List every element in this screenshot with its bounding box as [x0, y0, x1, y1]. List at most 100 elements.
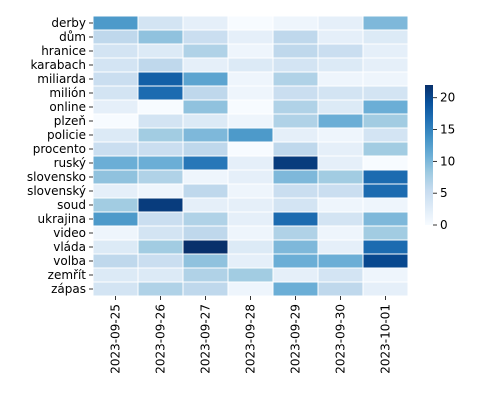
heatmap-cell	[362, 197, 409, 213]
row-label: online	[49, 100, 86, 114]
heatmap-cell	[92, 197, 139, 213]
heatmap-cell	[227, 253, 274, 269]
heatmap-cell	[92, 71, 139, 87]
colorbar-tick-label: 15	[440, 123, 455, 137]
heatmap-cell	[362, 281, 409, 297]
column-label: 2023-09-26	[154, 304, 168, 374]
row-label: zemřít	[48, 268, 87, 282]
heatmap-cell	[227, 183, 274, 199]
heatmap-cell	[182, 239, 229, 255]
heatmap-cell	[362, 127, 409, 143]
heatmap-cell	[362, 29, 409, 45]
heatmap-cell	[317, 57, 364, 73]
heatmap-cell	[137, 127, 184, 143]
colorbar-tick-label: 0	[440, 218, 448, 232]
heatmap-cell	[272, 267, 319, 283]
heatmap-cell	[362, 169, 409, 185]
row-label: karabach	[30, 58, 86, 72]
heatmap-cell	[182, 113, 229, 129]
column-label: 2023-09-25	[109, 304, 123, 374]
heatmap-cell	[272, 197, 319, 213]
heatmap-cell	[227, 197, 274, 213]
heatmap-cell	[272, 281, 319, 297]
heatmap-cell	[272, 43, 319, 59]
row-label: volba	[53, 254, 86, 268]
row-label: ukrajina	[38, 212, 86, 226]
heatmap-cell	[227, 85, 274, 101]
heatmap-cell	[362, 183, 409, 199]
heatmap-cell	[317, 169, 364, 185]
row-label: slovenský	[27, 184, 86, 198]
heatmap-cell	[137, 113, 184, 129]
row-label: procento	[33, 142, 86, 156]
heatmap-cell	[317, 197, 364, 213]
heatmap-cell	[92, 15, 139, 31]
heatmap-cell	[362, 267, 409, 283]
row-label: zápas	[51, 282, 86, 296]
colorbar: 0 5 10 15 20	[425, 85, 455, 232]
heatmap-cell	[227, 281, 274, 297]
column-label: 2023-09-28	[244, 304, 258, 374]
row-labels: derbydůmhranicekarabachmiliardamiliónonl…	[27, 16, 93, 296]
heatmap-cell	[317, 141, 364, 157]
heatmap-cell	[362, 15, 409, 31]
heatmap-cell	[272, 127, 319, 143]
heatmap-cell	[137, 211, 184, 227]
heatmap-cell	[182, 29, 229, 45]
heatmap-cell	[272, 183, 319, 199]
heatmap-cell	[182, 183, 229, 199]
heatmap-cell	[272, 253, 319, 269]
heatmap-cell	[182, 197, 229, 213]
heatmap-cell	[92, 211, 139, 227]
heatmap-cell	[362, 57, 409, 73]
heatmap-cell	[272, 29, 319, 45]
column-label: 2023-09-27	[199, 304, 213, 374]
heatmap-cell	[92, 169, 139, 185]
heatmap-cell	[227, 99, 274, 115]
heatmap-cell	[182, 267, 229, 283]
heatmap-cell	[92, 267, 139, 283]
colorbar-tick-label: 10	[440, 154, 455, 168]
heatmap-cell	[92, 113, 139, 129]
row-label: video	[53, 226, 86, 240]
row-label: vláda	[53, 240, 86, 254]
row-label: plzeň	[54, 114, 86, 128]
heatmap-cell	[317, 211, 364, 227]
heatmap-cell	[92, 29, 139, 45]
heatmap-cell	[137, 281, 184, 297]
heatmap-cell	[182, 211, 229, 227]
heatmap-cell	[272, 99, 319, 115]
heatmap-cell	[362, 71, 409, 87]
heatmap-cell	[92, 57, 139, 73]
colorbar-tick-label: 5	[440, 186, 448, 200]
heatmap-cell	[227, 57, 274, 73]
heatmap-cell	[92, 239, 139, 255]
heatmap-cell	[272, 225, 319, 241]
heatmap-cell	[272, 85, 319, 101]
heatmap-cell	[317, 253, 364, 269]
heatmap-cell	[362, 155, 409, 171]
heatmap-cell	[92, 43, 139, 59]
heatmap-cell	[362, 253, 409, 269]
heatmap-cell	[317, 127, 364, 143]
heatmap-cell	[272, 113, 319, 129]
heatmap-cell	[92, 253, 139, 269]
heatmap-cell	[92, 141, 139, 157]
row-label: derby	[51, 16, 86, 30]
heatmap-cell	[362, 113, 409, 129]
heatmap-cell	[272, 239, 319, 255]
heatmap-cell	[317, 113, 364, 129]
heatmap-cell	[317, 29, 364, 45]
heatmap-cell	[227, 15, 274, 31]
colorbar-gradient	[425, 85, 433, 225]
heatmap-cell	[182, 253, 229, 269]
row-label: policie	[47, 128, 86, 142]
column-label: 2023-09-30	[334, 304, 348, 374]
heatmap-cell	[137, 239, 184, 255]
heatmap-cell	[362, 225, 409, 241]
heatmap-cell	[182, 127, 229, 143]
heatmap-cell	[272, 71, 319, 87]
heatmap-cell	[272, 57, 319, 73]
heatmap-cell	[317, 239, 364, 255]
